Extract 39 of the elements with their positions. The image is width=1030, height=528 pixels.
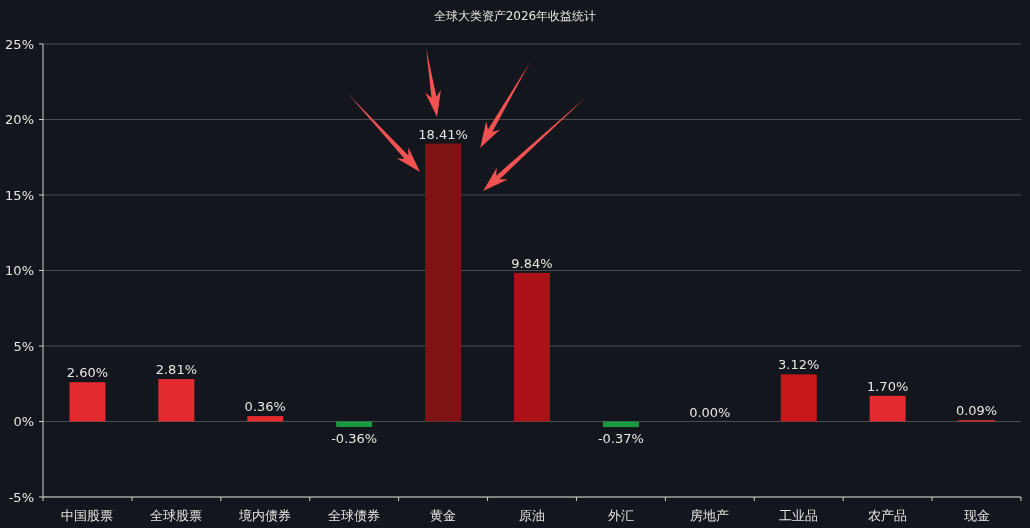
x-tick-label: 外汇 — [607, 508, 634, 523]
data-label: 0.36% — [244, 399, 286, 415]
x-tick-label: 黄金 — [430, 508, 457, 523]
data-label: 0.09% — [955, 403, 998, 419]
y-tick-label: 25% — [5, 36, 34, 52]
x-tick-label: 境内债券 — [238, 508, 292, 523]
data-label: 2.60% — [66, 365, 109, 381]
data-label: 9.84% — [511, 255, 553, 271]
x-tick-label: 中国股票 — [61, 508, 114, 523]
y-tick-label: 5% — [13, 338, 34, 354]
data-label: 3.12% — [778, 357, 820, 373]
x-tick-label: 全球股票 — [150, 508, 203, 523]
bar — [69, 382, 106, 422]
y-tick-label: 15% — [5, 187, 34, 203]
bar — [158, 379, 195, 422]
x-tick-label: 原油 — [519, 508, 545, 523]
bar — [869, 395, 906, 422]
chart-title: 全球大类资产2026年收益统计 — [433, 9, 597, 23]
bar — [602, 421, 639, 428]
data-label: -0.37% — [597, 431, 644, 447]
data-label: 1.70% — [866, 378, 909, 394]
data-label: -0.36% — [331, 430, 378, 446]
y-tick-label: 20% — [5, 112, 34, 128]
x-tick-label: 房地产 — [690, 508, 730, 523]
x-tick-label: 农产品 — [868, 508, 908, 523]
x-tick-label: 工业品 — [779, 508, 819, 523]
bar — [780, 374, 817, 422]
y-tick-label: 0% — [13, 414, 34, 430]
data-label: 18.41% — [418, 126, 468, 142]
bar — [514, 272, 550, 422]
x-tick-label: 现金 — [963, 508, 990, 523]
y-tick-label: 10% — [5, 263, 34, 279]
x-tick-label: 全球债券 — [328, 508, 381, 523]
y-tick-label: -5% — [8, 489, 34, 505]
bar — [336, 421, 373, 427]
bar — [425, 143, 462, 422]
data-label: 0.00% — [689, 404, 731, 420]
bar — [247, 416, 284, 422]
data-label: 2.81% — [155, 362, 198, 378]
